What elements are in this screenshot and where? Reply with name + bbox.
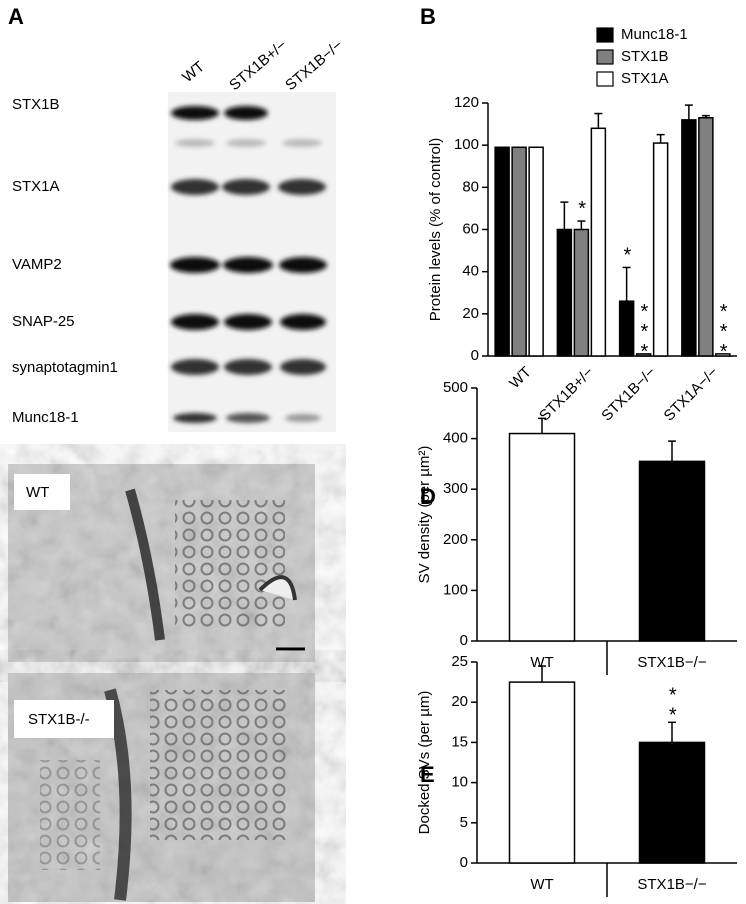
legend-swatch — [596, 27, 614, 43]
lane-label: STX1B+/− — [226, 36, 290, 94]
y-axis-label: Protein levels (% of control) — [427, 138, 444, 321]
y-tick-label: 200 — [443, 531, 468, 548]
y-tick-label: 40 — [462, 263, 479, 280]
x-tick-label: STX1B−/− — [598, 363, 659, 424]
bar — [681, 119, 697, 357]
y-tick-label: 10 — [451, 774, 468, 791]
significance: * — [616, 244, 638, 264]
row-label: synaptotagmin1 — [12, 359, 118, 376]
micrograph — [8, 464, 315, 662]
y-axis-label: SV density (per µm²) — [416, 446, 433, 584]
y-tick-label: 0 — [460, 632, 468, 649]
western-blot — [168, 92, 336, 432]
y-tick-label: 0 — [471, 347, 479, 364]
row-label: STX1B — [12, 96, 60, 113]
bar — [508, 432, 576, 642]
bar — [652, 142, 669, 357]
legend-label: STX1A — [621, 70, 669, 87]
y-tick-label: 20 — [462, 305, 479, 322]
micrograph — [8, 673, 315, 902]
bar — [494, 146, 510, 357]
y-tick-label: 0 — [460, 854, 468, 871]
panel-label: E — [420, 762, 435, 787]
y-tick-label: 80 — [462, 178, 479, 195]
bar — [590, 127, 607, 357]
bar — [528, 146, 544, 357]
bar — [715, 353, 731, 357]
legend-label: STX1B — [621, 48, 669, 65]
bar — [556, 228, 573, 357]
legend-swatch — [596, 49, 614, 65]
y-tick-label: 500 — [443, 379, 468, 396]
panel-label: A — [8, 4, 24, 29]
legend-swatch — [596, 71, 614, 87]
bar — [638, 741, 706, 864]
y-tick-label: 100 — [443, 581, 468, 598]
x-tick-label: STX1B−/− — [637, 876, 706, 893]
x-tick-label: WT — [530, 876, 553, 893]
panel-label: B — [420, 4, 436, 29]
y-tick-label: 100 — [454, 136, 479, 153]
y-tick-label: 120 — [454, 94, 479, 111]
y-tick-label: 5 — [460, 814, 468, 831]
y-tick-label: 20 — [451, 693, 468, 710]
bar — [618, 300, 635, 357]
panel-label: D — [420, 484, 436, 509]
bar — [508, 681, 576, 864]
legend-label: Munc18-1 — [621, 26, 688, 43]
lane-label: WT — [179, 58, 208, 86]
significance: *** — [713, 301, 735, 361]
bar — [573, 228, 590, 357]
x-tick-label: STX1B+/− — [536, 363, 597, 424]
x-tick-label: WT — [530, 654, 553, 671]
bar — [635, 353, 652, 357]
bar — [638, 460, 706, 642]
micrograph-label: WT — [26, 484, 49, 501]
row-label: SNAP-25 — [12, 313, 75, 330]
y-tick-label: 60 — [462, 220, 479, 237]
y-tick-label: 25 — [451, 653, 468, 670]
significance: *** — [633, 301, 655, 361]
y-axis-label: Docked SVs (per µm) — [416, 691, 433, 835]
significance: ** — [662, 684, 684, 724]
row-label: VAMP2 — [12, 256, 62, 273]
significance: * — [571, 198, 593, 218]
row-label: Munc18-1 — [12, 409, 79, 426]
bar — [698, 117, 714, 357]
micrograph-label: STX1B-/- — [28, 711, 90, 728]
bar — [511, 146, 527, 357]
x-tick-label: WT — [506, 364, 535, 393]
y-tick-label: 300 — [443, 480, 468, 497]
lane-label: STX1B−/− — [282, 36, 346, 94]
x-tick-label: STX1A−/− — [661, 363, 722, 424]
x-tick-label: STX1B−/− — [637, 654, 706, 671]
y-tick-label: 15 — [451, 733, 468, 750]
row-label: STX1A — [12, 178, 60, 195]
y-tick-label: 400 — [443, 430, 468, 447]
